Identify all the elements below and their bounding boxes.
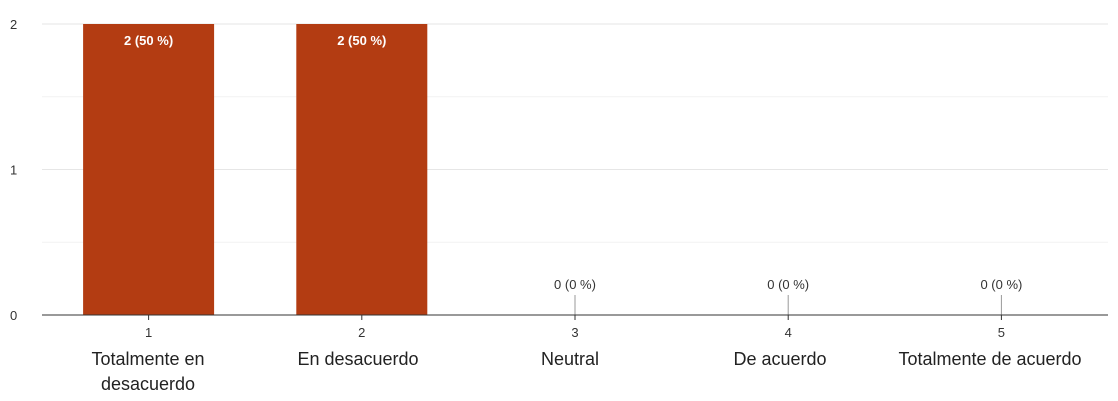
x-tick-label: 5 xyxy=(998,325,1005,340)
x-tick-label: 1 xyxy=(145,325,152,340)
x-category-description: De acuerdo xyxy=(733,349,826,369)
x-category-description: En desacuerdo xyxy=(297,349,418,369)
x-category-description: Totalmente en desacuerdo xyxy=(91,349,204,394)
data-label: 0 (0 %) xyxy=(980,277,1022,292)
y-tick-label: 2 xyxy=(10,17,17,32)
data-label: 2 (50 %) xyxy=(124,33,173,48)
x-tick-label: 2 xyxy=(358,325,365,340)
data-label: 2 (50 %) xyxy=(337,33,386,48)
x-tick-label: 3 xyxy=(571,325,578,340)
bar xyxy=(296,24,428,315)
x-category-description: Totalmente de acuerdo xyxy=(898,349,1081,369)
data-label: 0 (0 %) xyxy=(767,277,809,292)
data-label: 0 (0 %) xyxy=(554,277,596,292)
x-tick-label: 4 xyxy=(785,325,792,340)
bar xyxy=(83,24,215,315)
x-category-description: Neutral xyxy=(541,349,599,369)
y-tick-label: 0 xyxy=(10,308,17,323)
y-tick-label: 1 xyxy=(10,163,17,178)
